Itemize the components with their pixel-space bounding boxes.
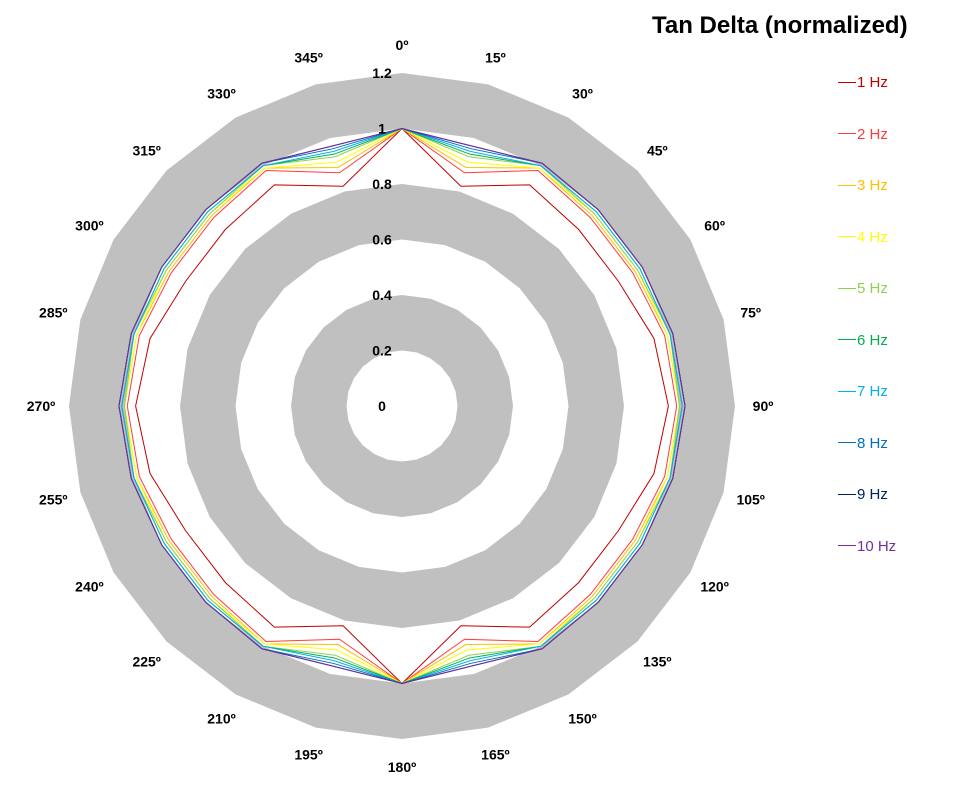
radial-tick-label: 0.2	[372, 343, 392, 359]
angle-label: 135º	[643, 653, 671, 669]
legend-item: 6 Hz	[838, 332, 888, 352]
series-line-10	[118, 127, 686, 685]
angle-label: 270º	[27, 398, 55, 414]
angle-label: 0º	[396, 37, 409, 53]
angle-label: 105º	[736, 491, 764, 507]
angle-label: 45º	[647, 143, 668, 159]
angle-label: 225º	[132, 653, 160, 669]
angle-label: 285º	[39, 305, 67, 321]
legend-item: 4 Hz	[838, 229, 888, 249]
legend-item: 10 Hz	[838, 538, 896, 558]
angle-label: 240º	[75, 579, 103, 595]
angle-label: 90º	[753, 398, 774, 414]
legend-item: 9 Hz	[838, 486, 888, 506]
angle-label: 255º	[39, 491, 67, 507]
legend-swatch	[838, 545, 856, 547]
legend-label: 6 Hz	[857, 331, 888, 349]
chart-title: Tan Delta (normalized)	[652, 12, 908, 39]
angle-label: 60º	[704, 218, 725, 234]
legend-label: 10 Hz	[857, 537, 897, 555]
radial-tick-label: 1	[378, 121, 386, 137]
legend-swatch	[838, 390, 856, 392]
angle-labels: 0º 15º 30º 45º 60º 75º 90º 105º 120º 135º 150º 165º…	[27, 37, 774, 775]
angle-label: 300º	[75, 218, 103, 234]
legend-label: 7 Hz	[857, 383, 888, 400]
legend-item: 2 Hz	[838, 126, 888, 146]
radial-bands	[69, 73, 735, 739]
legend-label: 8 Hz	[857, 434, 888, 452]
legend-swatch	[838, 81, 856, 83]
legend-label: 4 Hz	[857, 228, 888, 246]
angle-label: 165º	[481, 747, 509, 763]
series-lines	[118, 127, 686, 685]
angle-label: 15º	[485, 49, 506, 65]
radial-tick-label: 0.6	[372, 232, 392, 248]
legend-item: 5 Hz	[838, 280, 888, 300]
legend-swatch	[838, 442, 856, 444]
legend-label: 2 Hz	[857, 125, 888, 143]
legend-item: 8 Hz	[838, 435, 888, 455]
legend-swatch	[838, 493, 856, 495]
legend-swatch	[838, 184, 856, 186]
angle-label: 180º	[388, 759, 416, 775]
radial-tick-labels: 0 0.2 0.4 0.6 0.8 1 1.2	[372, 65, 392, 414]
angle-label: 210º	[207, 711, 235, 727]
radial-tick-label: 0.4	[372, 287, 392, 303]
angle-label: 120º	[700, 579, 728, 595]
radial-tick-label: 0.8	[372, 176, 392, 192]
legend-swatch	[838, 133, 856, 135]
angle-label: 75º	[740, 305, 761, 321]
angle-label: 30º	[572, 85, 593, 101]
legend-label: 3 Hz	[857, 177, 888, 194]
angle-label: 150º	[568, 711, 596, 727]
radial-band-center	[374, 378, 430, 434]
angle-label: 315º	[132, 143, 160, 159]
legend-label: 1 Hz	[857, 74, 888, 91]
legend-swatch	[838, 236, 856, 238]
legend-item: 3 Hz	[838, 177, 888, 197]
legend-item: 1 Hz	[838, 74, 888, 94]
radial-tick-label: 1.2	[372, 65, 392, 81]
legend-swatch	[838, 287, 856, 289]
angle-label: 345º	[294, 49, 322, 65]
legend-swatch	[838, 339, 856, 341]
legend-label: 9 Hz	[857, 486, 888, 503]
angle-label: 195º	[294, 747, 322, 763]
angle-label: 330º	[207, 85, 235, 101]
legend-label: 5 Hz	[857, 280, 888, 297]
legend-item: 7 Hz	[838, 383, 888, 403]
radial-tick-label: 0	[378, 398, 386, 414]
